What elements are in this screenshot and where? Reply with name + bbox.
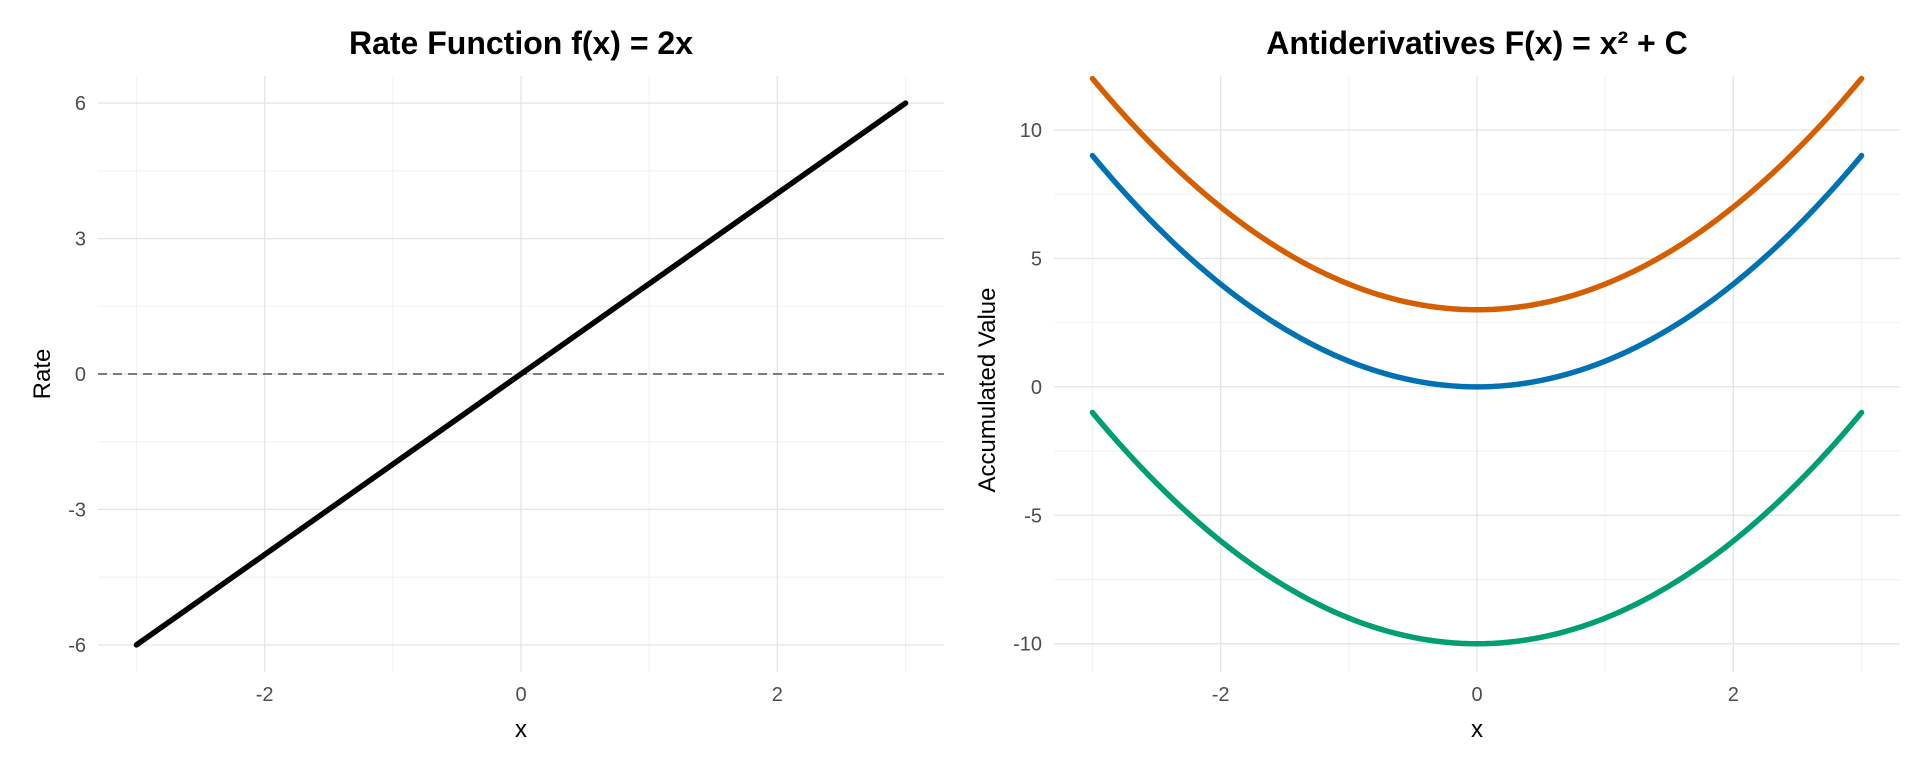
rate-series-line-0: [133, 100, 909, 648]
antiderivatives-y-tick-label: 0: [1031, 377, 1042, 399]
rate-y-tick-label: 3: [75, 229, 86, 251]
rate-x-tick-label: -2: [256, 684, 274, 706]
rate-series: [133, 100, 909, 648]
antiderivatives-x-axis-label: x: [1471, 716, 1483, 743]
antiderivatives-y-tick-label: -10: [1013, 634, 1042, 656]
rate-x-tick-label: 2: [772, 684, 783, 706]
rate-panel-title: Rate Function f(x) = 2x: [349, 25, 693, 61]
rate-y-tick-label: -6: [68, 635, 86, 657]
antiderivatives-panel: Antiderivatives F(x) = x² + C -2 0 2 -10 -5…: [974, 25, 1900, 743]
antiderivatives-x-tick-label: 0: [1471, 684, 1482, 706]
antiderivatives-y-tick-label: -5: [1024, 505, 1042, 527]
antiderivatives-y-ticks: -10 -5 0 5 10: [1013, 120, 1042, 656]
rate-y-tick-label: 6: [75, 93, 86, 115]
antiderivatives-panel-title: Antiderivatives F(x) = x² + C: [1266, 25, 1687, 61]
rate-y-axis-label: Rate: [29, 349, 56, 400]
antiderivatives-series-line-1: [1089, 152, 1865, 390]
rate-x-ticks: -2 0 2: [256, 684, 783, 706]
antiderivatives-series: [1089, 75, 1865, 647]
antiderivatives-y-axis-label: Accumulated Value: [974, 287, 1001, 492]
rate-x-axis-label: x: [515, 716, 527, 743]
rate-x-tick-label: 0: [515, 684, 526, 706]
antiderivatives-series-line-0: [1089, 75, 1865, 313]
rate-y-tick-label: -3: [68, 499, 86, 521]
rate-y-ticks: -6 -3 0 3 6: [68, 93, 86, 657]
rate-function-panel: Rate Function f(x) = 2x -2 0 2 -6 -3 0 3 6 x R…: [29, 25, 944, 743]
antiderivatives-grid: [1054, 76, 1900, 672]
antiderivatives-x-tick-label: -2: [1212, 684, 1230, 706]
antiderivatives-x-tick-label: 2: [1728, 684, 1739, 706]
antiderivatives-series-line-2: [1089, 409, 1865, 647]
antiderivatives-y-tick-label: 10: [1020, 120, 1042, 142]
antiderivatives-x-ticks: -2 0 2: [1212, 684, 1739, 706]
rate-y-tick-label: 0: [75, 364, 86, 386]
antiderivatives-y-tick-label: 5: [1031, 248, 1042, 270]
